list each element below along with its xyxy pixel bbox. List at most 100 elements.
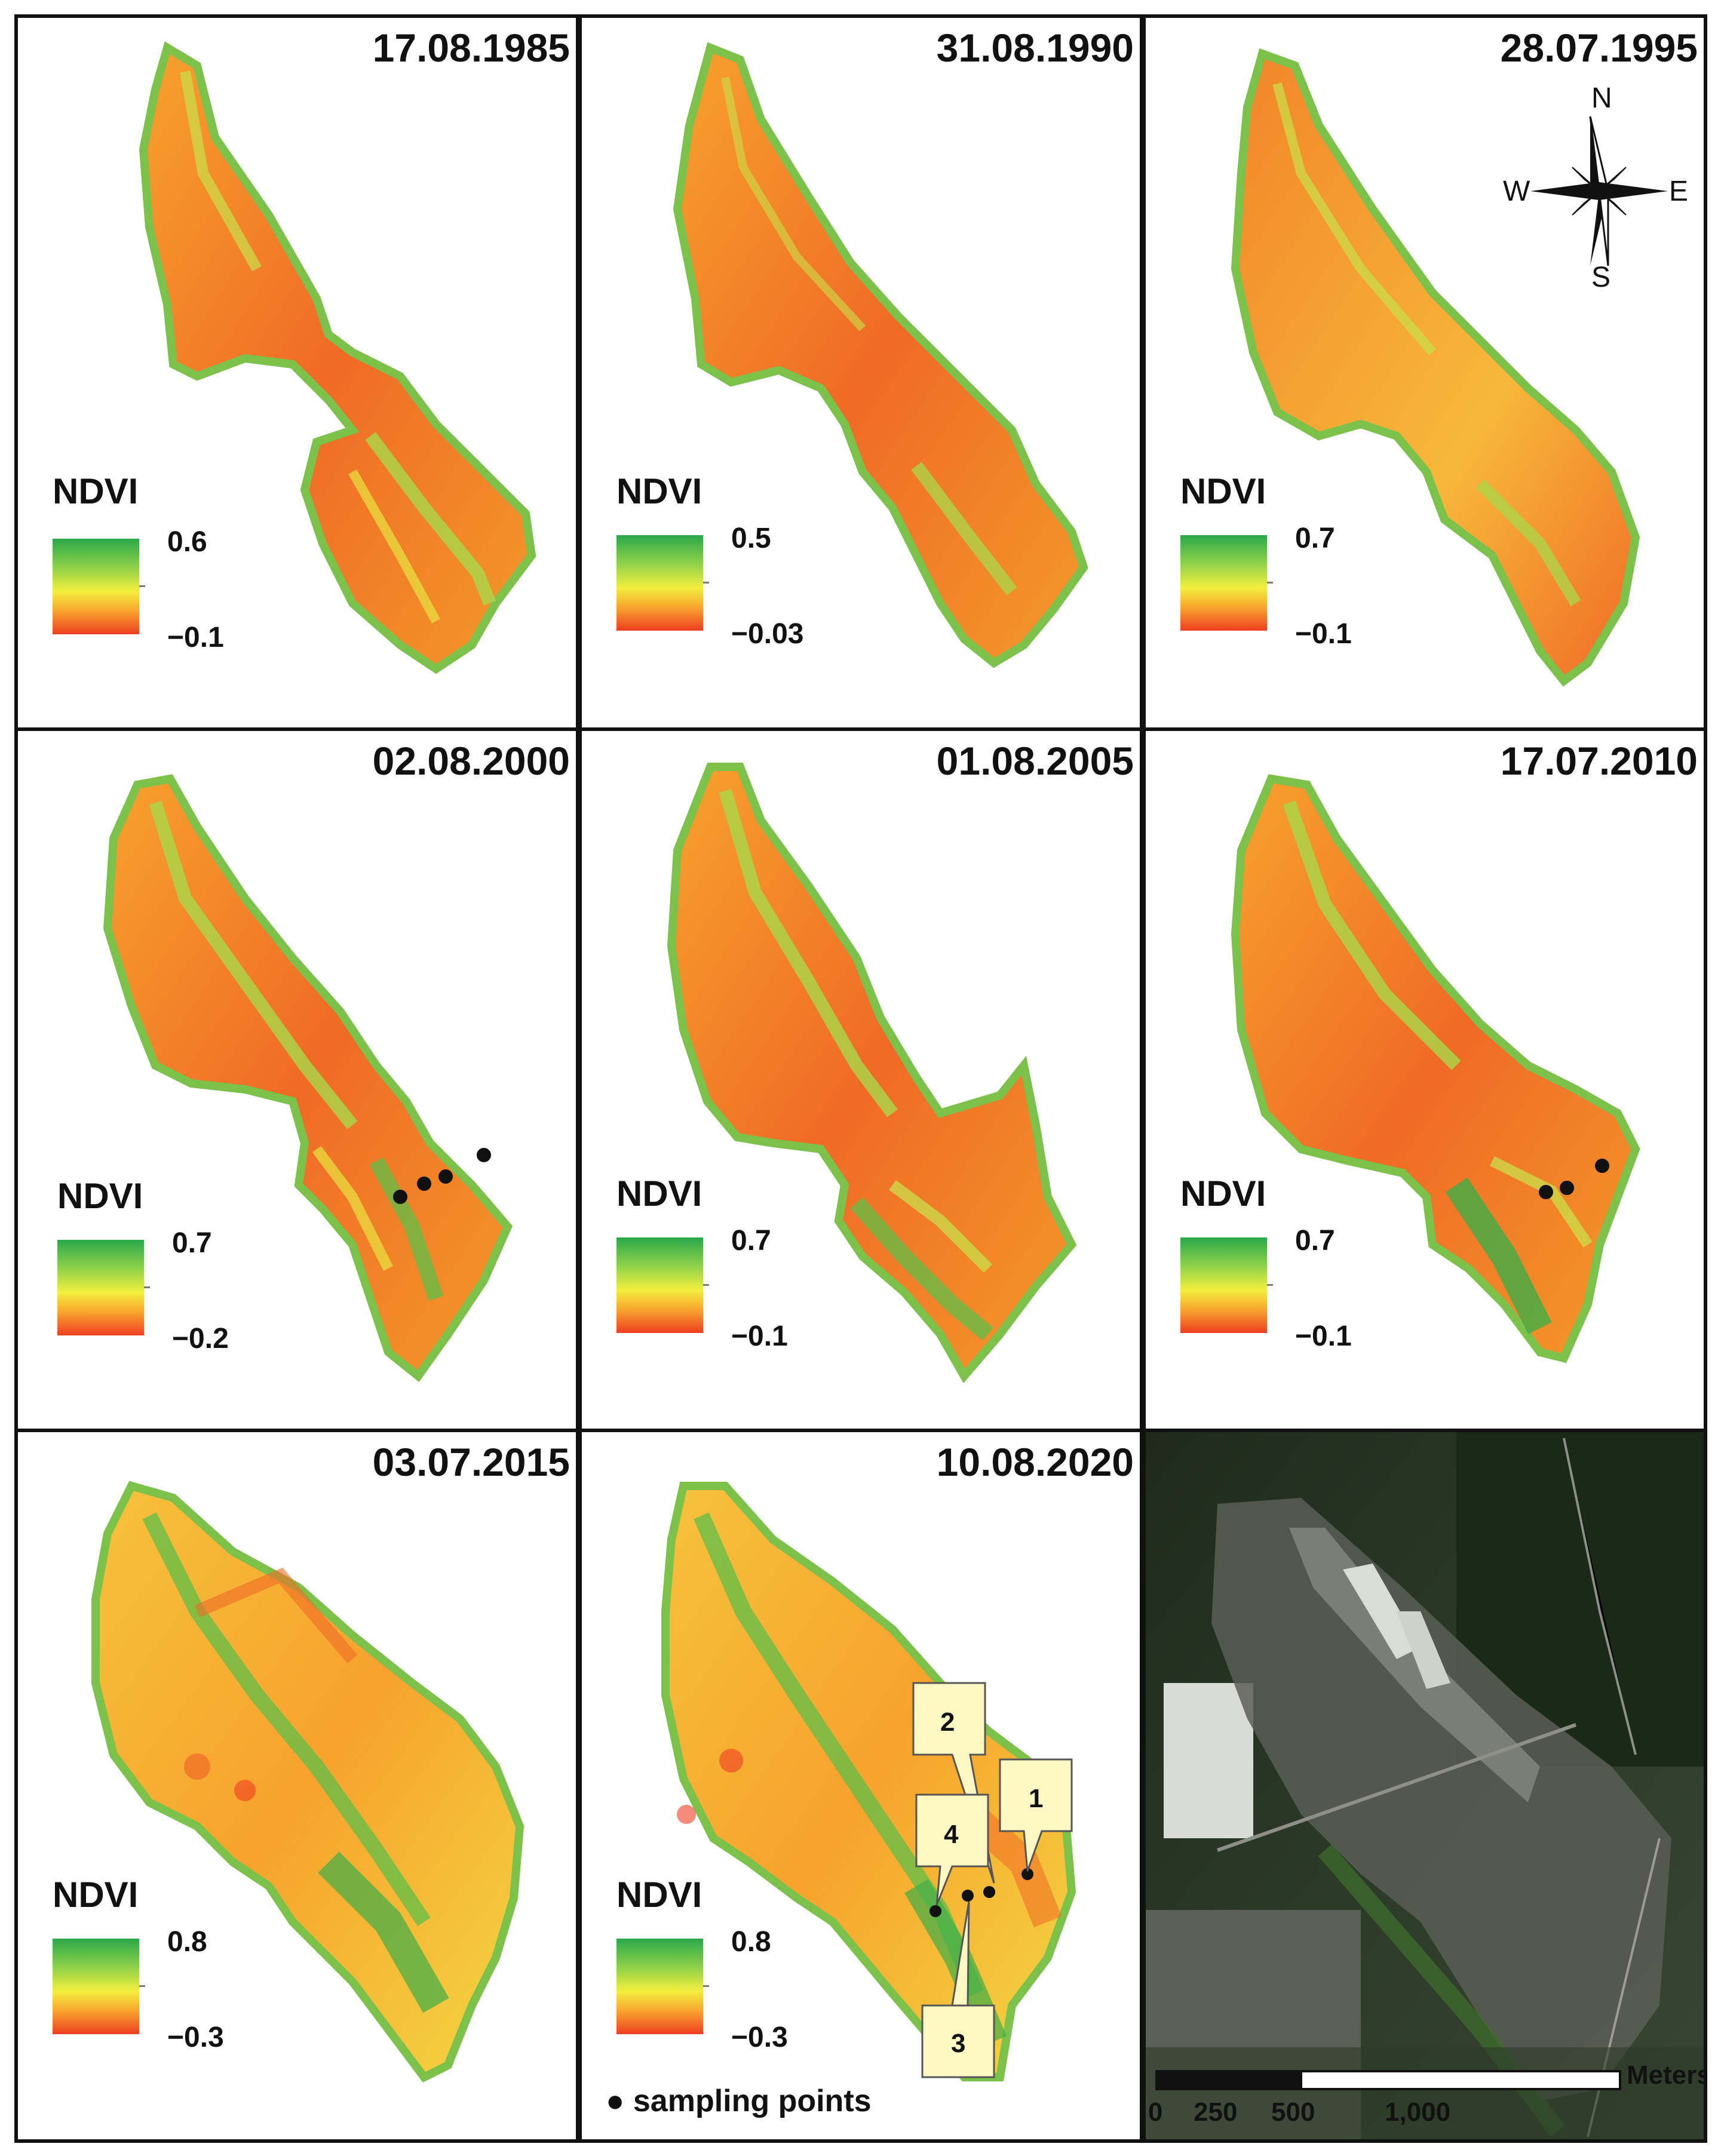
panel-1995: 28.07.1995 N S W E NDVI 0.7 −0.1: [1142, 14, 1707, 731]
ndvi-tick: [703, 1985, 709, 1987]
panel-2015: 03.07.2015 NDVI 0.8 −0.3: [14, 1429, 579, 2143]
panel-date: 03.07.2015: [372, 1440, 570, 1484]
scale-bar: [1155, 2070, 1621, 2090]
ndvi-max-value: 0.6: [167, 526, 207, 558]
panel-2020: 2 1 4 3 10.08.2020 NDVI 0.8 −0.3 ● sampl…: [578, 1429, 1143, 2143]
ndvi-tick: [1267, 582, 1273, 583]
ndvi-tick: [1267, 1284, 1273, 1286]
callout-box: [915, 1793, 989, 1906]
ndvi-color-ramp: [1180, 535, 1267, 631]
panel-date: 01.08.2005: [936, 739, 1134, 783]
ndvi-color-ramp: [53, 1939, 139, 2034]
panel-1985: 17.08.1985 NDVI 0.6 −0.1: [14, 14, 579, 731]
ndvi-max-value: 0.7: [1295, 523, 1335, 554]
ndvi-min-value: −0.1: [1295, 1320, 1352, 1352]
sampling-point-2: [983, 1886, 995, 1898]
ndvi-map: [673, 42, 1088, 668]
compass-south-label: S: [1591, 262, 1611, 293]
sampling-point: [438, 1169, 453, 1184]
compass-west-label: W: [1503, 176, 1530, 207]
ndvi-max-value: 0.7: [172, 1227, 212, 1259]
callout-label: 2: [940, 1707, 955, 1737]
panel-date: 17.08.1985: [372, 26, 570, 70]
panel-satellite: Meters 0 250 500 1,000: [1142, 1429, 1707, 2143]
callout-box: [921, 1901, 995, 2078]
ndvi-map: [1231, 774, 1640, 1363]
ndvi-tick: [139, 1985, 145, 1987]
sampling-point-3: [929, 1905, 941, 1917]
ndvi-legend-title: NDVI: [53, 471, 139, 511]
scale-tick-0: 0: [1148, 2097, 1163, 2127]
ndvi-color-ramp: [616, 1939, 703, 2034]
panel-date: 31.08.1990: [936, 26, 1134, 70]
ndvi-tick: [144, 1286, 150, 1288]
sampling-point: [477, 1148, 491, 1162]
sampling-point-4: [962, 1890, 974, 1902]
ndvi-min-value: −0.1: [731, 1320, 788, 1352]
ndvi-min-value: −0.1: [1295, 618, 1352, 650]
scale-bar-segment: [1158, 2072, 1301, 2088]
ndvi-map: 2 1 4 3: [661, 1482, 1076, 2081]
panel-date: 28.07.1995: [1500, 26, 1698, 70]
scale-bar-unit: Meters: [1627, 2060, 1707, 2090]
sampling-points-legend: ● sampling points: [606, 2083, 872, 2119]
ndvi-max-value: 0.7: [1295, 1225, 1335, 1257]
ndvi-min-value: −0.1: [167, 622, 224, 653]
panel-2005: 01.08.2005 NDVI 0.7 −0.1: [578, 727, 1143, 1432]
panel-date: 02.08.2000: [372, 739, 570, 783]
scale-tick-1000: 1,000: [1385, 2097, 1451, 2127]
ndvi-legend-title: NDVI: [1180, 1174, 1266, 1214]
ndvi-map: [1231, 48, 1640, 687]
ndvi-max-value: 0.5: [731, 523, 771, 554]
panel-date: 17.07.2010: [1500, 739, 1698, 783]
ndvi-color-ramp: [57, 1240, 144, 1335]
scale-tick-250: 250: [1194, 2097, 1238, 2127]
ndvi-legend-title: NDVI: [1180, 471, 1266, 511]
ndvi-color-ramp: [616, 535, 703, 631]
ndvi-legend-title: NDVI: [616, 1875, 702, 1915]
panel-2010: 17.07.2010 NDVI 0.7 −0.1: [1142, 727, 1707, 1432]
ndvi-color-ramp: [616, 1237, 703, 1333]
callout-label: 3: [951, 2029, 965, 2058]
ndvi-legend-title: NDVI: [616, 471, 702, 511]
compass-east-label: E: [1669, 176, 1689, 207]
ndvi-map: [139, 41, 536, 674]
panel-1990: 31.08.1990 NDVI 0.5 −0.03: [578, 14, 1143, 731]
satellite-image: [1146, 1432, 1704, 2139]
ndvi-max-value: 0.8: [731, 1926, 771, 1958]
panel-2000: 02.08.2000 NDVI 0.7 −0.2: [14, 727, 579, 1432]
sampling-point: [417, 1177, 431, 1191]
ndvi-min-value: −0.2: [172, 1323, 229, 1355]
ndvi-map: [91, 1481, 524, 2083]
sampling-point: [393, 1190, 407, 1204]
ndvi-min-value: −0.03: [731, 618, 804, 650]
ndvi-min-value: −0.3: [731, 2022, 788, 2053]
scale-bar-segment: [1301, 2072, 1302, 2088]
panel-date: 10.08.2020: [936, 1440, 1134, 1484]
callout-box: [999, 1758, 1073, 1872]
scale-tick-500: 500: [1271, 2097, 1315, 2127]
ndvi-max-value: 0.7: [731, 1225, 771, 1257]
sampling-point-1: [1021, 1868, 1033, 1880]
ndvi-max-value: 0.8: [167, 1926, 207, 1958]
ndvi-legend-title: NDVI: [57, 1176, 143, 1216]
ndvi-map: [667, 763, 1077, 1384]
ndvi-color-ramp: [1180, 1237, 1267, 1333]
sampling-points-label: sampling points: [633, 2084, 872, 2118]
ndvi-tick: [703, 582, 709, 583]
callout-label: 4: [944, 1820, 959, 1849]
ndvi-tick: [703, 1284, 709, 1286]
sampling-point: [1539, 1185, 1553, 1199]
sampling-point: [1560, 1181, 1574, 1195]
callout-label: 1: [1029, 1784, 1043, 1813]
ndvi-min-value: −0.3: [167, 2022, 224, 2053]
compass-rose-icon: [1530, 116, 1668, 266]
ndvi-legend-title: NDVI: [616, 1174, 702, 1214]
ndvi-color-ramp: [53, 539, 139, 634]
compass-north-label: N: [1591, 82, 1612, 114]
ndvi-tick: [139, 585, 145, 587]
ndvi-map: [103, 774, 513, 1383]
north-arrow: N S W E: [1503, 82, 1692, 293]
ndvi-legend-title: NDVI: [53, 1875, 139, 1915]
